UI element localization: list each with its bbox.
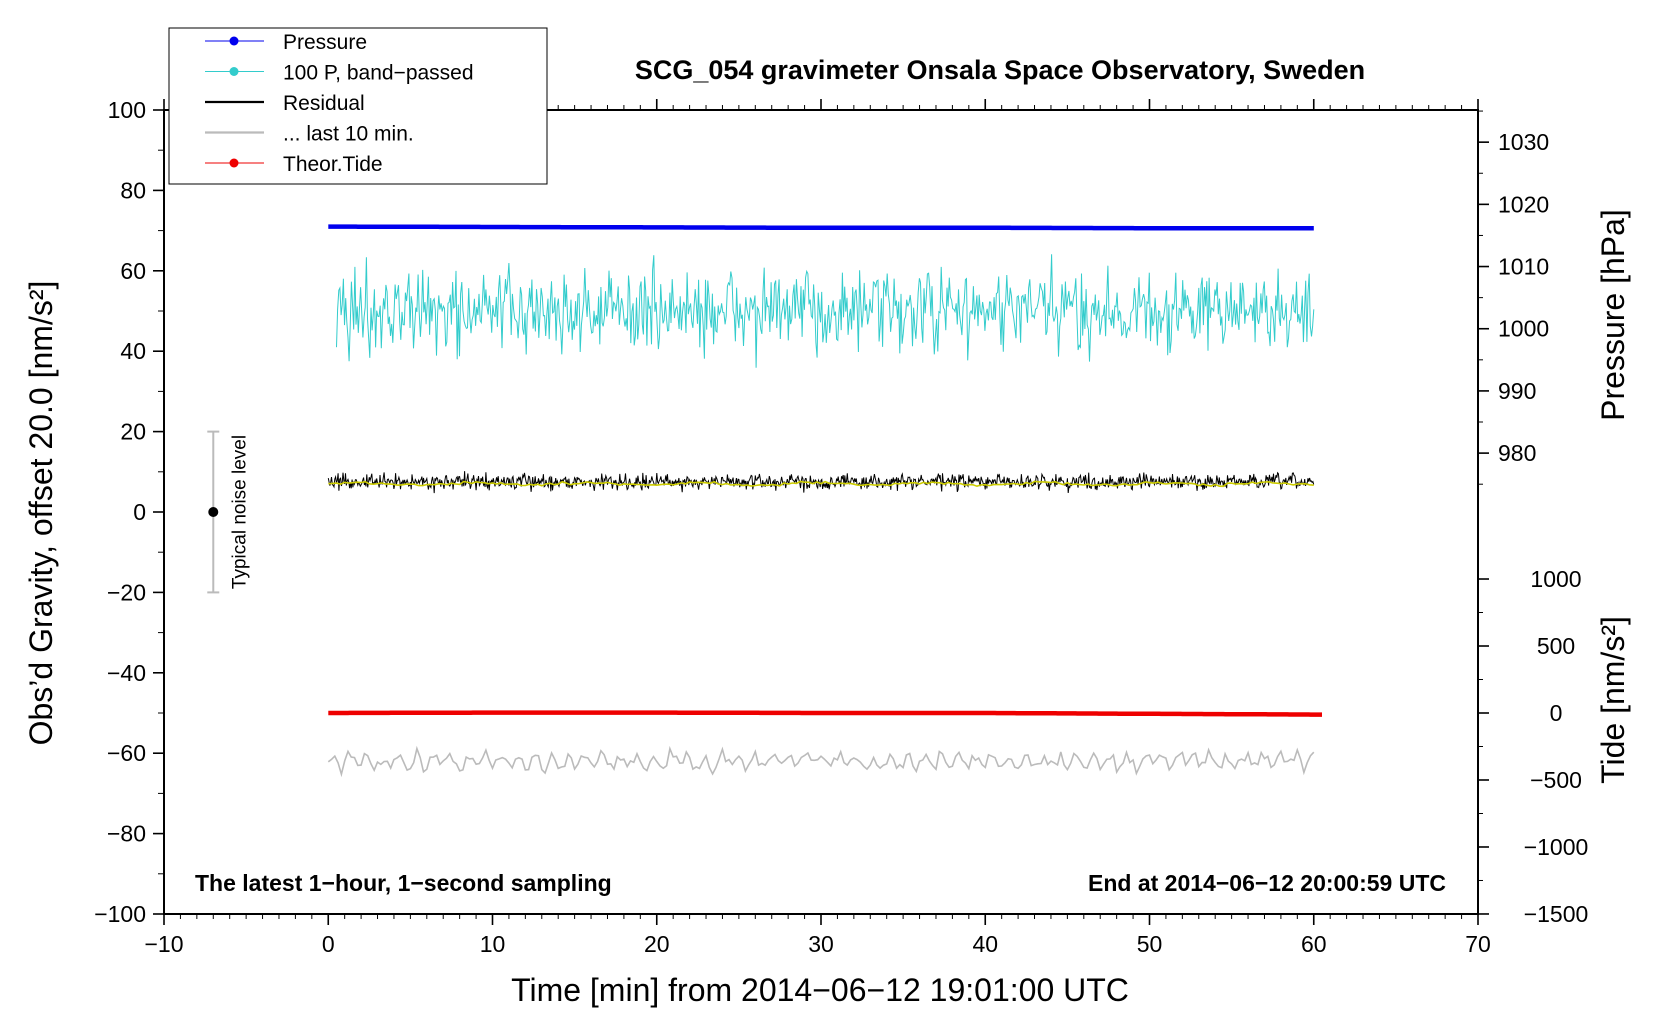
- pressure-tick-label: 1000: [1498, 316, 1549, 342]
- series-last-10-min: [327, 745, 1315, 778]
- legend-marker: [229, 158, 239, 168]
- x-tick-label: 40: [972, 931, 998, 957]
- y-axis-title-left-text: Obs’d Gravity, offset 20.0 [nm/s²]: [23, 281, 59, 746]
- x-tick-label: −10: [144, 931, 183, 957]
- x-tick-label: 0: [322, 931, 335, 957]
- y-tick-label: −80: [107, 821, 146, 847]
- legend-label: Residual: [283, 92, 365, 115]
- tide-tick-label: 0: [1550, 700, 1563, 726]
- tide-tick-label: −500: [1530, 767, 1582, 793]
- tide-tick-label: 500: [1537, 633, 1575, 659]
- legend-label: ... last 10 min.: [283, 123, 414, 146]
- x-tick-label: 30: [808, 931, 834, 957]
- y-tick-label: −40: [107, 660, 146, 686]
- y-tick-label: 80: [120, 177, 146, 203]
- legend-box: [168, 27, 548, 185]
- pressure-tick-label: 1010: [1498, 254, 1549, 280]
- noise-level-indicator: Typical noise level: [207, 430, 250, 594]
- y-tick-label: 100: [108, 97, 146, 123]
- pressure-tick-label: 990: [1498, 378, 1536, 404]
- annotation-sampling: The latest 1−hour, 1−second sampling: [195, 870, 612, 896]
- tide-tick-label: 1000: [1530, 566, 1581, 592]
- legend: Pressure 100 P, band−passed Residual ... la…: [168, 27, 548, 185]
- x-tick-label: 10: [480, 931, 506, 957]
- series-residual-smoothed: [328, 480, 1314, 488]
- y-tick-label: 0: [133, 499, 146, 525]
- series-band-passed-pressure: [336, 254, 1315, 368]
- pressure-tick-label: 1030: [1498, 129, 1549, 155]
- y-tick-label: −20: [107, 579, 146, 605]
- y-tick-label: −100: [94, 901, 146, 927]
- x-axis-title: Time [min] from 2014−06−12 19:01:00 UTC: [511, 972, 1129, 1008]
- x-tick-label: 20: [644, 931, 670, 957]
- y-axis-title-tide: Tide [nm/s²]: [1595, 616, 1631, 784]
- legend-marker: [229, 67, 239, 76]
- tide-tick-label: −1000: [1524, 834, 1589, 860]
- series-pressure: [328, 224, 1314, 231]
- y-axis-title-pressure: Pressure [hPa]: [1595, 209, 1631, 421]
- x-tick-label: 50: [1137, 931, 1163, 957]
- y-tick-label: −60: [107, 740, 146, 766]
- x-tick-label: 60: [1301, 931, 1327, 957]
- legend-label: Theor.Tide: [283, 153, 383, 176]
- chart-title: SCG_054 gravimeter Onsala Space Observat…: [635, 55, 1365, 85]
- annotation-end-time: End at 2014−06−12 20:00:59 UTC: [1088, 870, 1446, 896]
- legend-label: Pressure: [283, 31, 367, 54]
- y-tick-label: 60: [120, 258, 146, 284]
- noise-center-dot: [208, 507, 219, 517]
- series-theoretical-tide: [328, 710, 1322, 717]
- noise-label: Typical noise level: [229, 435, 250, 589]
- legend-marker: [229, 36, 239, 46]
- series-layer: [327, 224, 1322, 778]
- x-tick-label: 70: [1465, 931, 1491, 957]
- tide-tick-label: −1500: [1524, 901, 1589, 927]
- legend-label: 100 P, band−passed: [283, 62, 474, 85]
- y-axis-title-left: Obs’d Gravity, offset 20.0 [nm/s²]: [23, 281, 59, 746]
- y-tick-label: 40: [120, 338, 146, 364]
- axes-layer: −10 0 10 20 30 40 50 60 70−100−80−60−40−20020406…: [94, 97, 1588, 957]
- plot-frame: [163, 109, 1479, 915]
- y-tick-label: 20: [120, 419, 146, 445]
- pressure-tick-label: 980: [1498, 440, 1536, 466]
- pressure-tick-label: 1020: [1498, 191, 1549, 217]
